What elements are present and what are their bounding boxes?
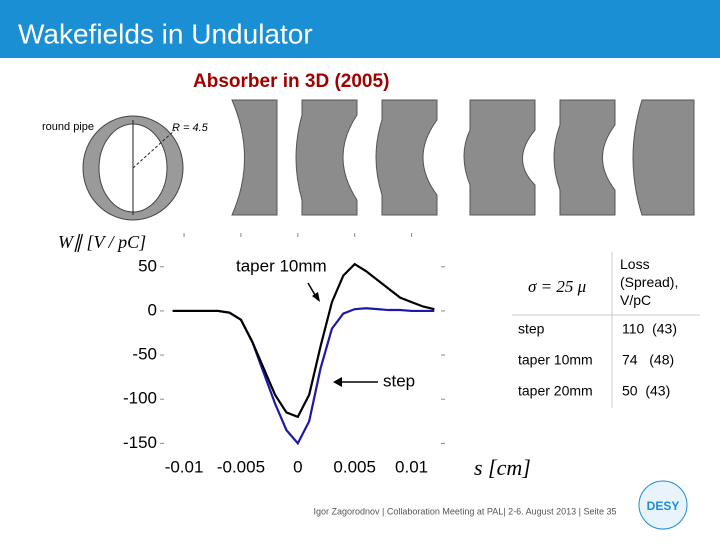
series-line (172, 262, 435, 419)
y-tick-label: 0 (148, 300, 157, 319)
radius-label: R = 4.5 (172, 122, 209, 134)
y-tick-label: -150 (123, 433, 157, 452)
table-cell: 74 (48) (622, 352, 674, 368)
x-tick-label: -0.01 (165, 457, 204, 476)
x-tick-label: 0 (293, 457, 302, 476)
logo-text: DESY (647, 499, 680, 513)
table-cell: 50 (43) (622, 383, 670, 399)
arrowhead (312, 292, 320, 302)
absorber-images (231, 99, 695, 216)
table-cell: step (518, 321, 545, 337)
subtitle: Absorber in 3D (2005) (193, 71, 389, 92)
y-tick-label: 50 (138, 256, 157, 275)
annotation: taper 10mm (236, 256, 327, 275)
table-cell: 110 (43) (622, 321, 677, 337)
table-header: Loss (Spread), V/pC (620, 256, 679, 308)
y-axis-label: W∥ [V / pC] (58, 232, 146, 252)
arrowhead (333, 377, 342, 387)
y-tick-label: -100 (123, 389, 157, 408)
slide-title: Wakefields in Undulator (18, 18, 313, 49)
table-cell: taper 10mm (518, 352, 593, 368)
table-cell: taper 20mm (518, 383, 593, 399)
table-lines (512, 252, 700, 408)
x-tick-label: 0.01 (395, 457, 428, 476)
y-tick-label: -50 (132, 345, 157, 364)
title-bar (0, 0, 720, 58)
x-axis-label: s [cm] (474, 455, 531, 480)
pipe-figure (82, 115, 184, 221)
x-tick-label: -0.005 (217, 457, 265, 476)
pipe-label: round pipe (42, 121, 94, 133)
logo: DESY (638, 480, 688, 530)
footer: Igor Zagorodnov | Collaboration Meeting … (313, 506, 616, 516)
annotation: step (383, 371, 415, 390)
table-header: σ = 25 μ (528, 277, 586, 296)
table-header-box: Loss (Spread), V/pC (620, 256, 679, 308)
x-tick-label: 0.005 (333, 457, 376, 476)
